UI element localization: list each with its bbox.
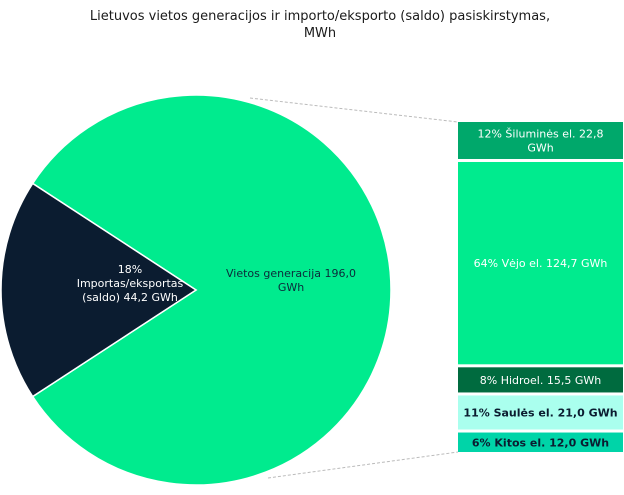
chart-title-line: MWh xyxy=(303,26,337,41)
pie-label-importas-eksportas: 18% Importas/eksportas (saldo) 44,2 GWh xyxy=(77,263,184,304)
bar-segment-3 xyxy=(458,395,623,430)
bar-label-3: 11% Saulės el. 21,0 GWh xyxy=(463,406,617,419)
pie-slice-vietos-generacija xyxy=(31,94,392,486)
pie-slice-importas-eksportas xyxy=(0,182,198,398)
pie-label-vietos-generacija: Vietos generacija 196,0 GWh xyxy=(226,267,356,294)
bar-label-2: 8% Hidroel. 15,5 GWh xyxy=(480,374,601,387)
bar-segment-1 xyxy=(458,161,623,365)
bar-label-1: 64% Vėjo el. 124,7 GWh xyxy=(474,257,608,270)
bar-label-4: 6% Kitos el. 12,0 GWh xyxy=(472,436,609,449)
chart-title: Lietuvos vietos generacijos ir importo/e… xyxy=(60,8,580,42)
bar-segment-0 xyxy=(458,122,623,159)
connector-line-bottom xyxy=(267,451,459,479)
bar-segment-2 xyxy=(458,367,623,393)
chart-title-line: Lietuvos vietos generacijos ir importo/e… xyxy=(89,9,551,24)
bar-segment-4 xyxy=(458,432,623,452)
bar-label-0: 12% Šiluminės el. 22,8 GWh xyxy=(477,127,603,154)
